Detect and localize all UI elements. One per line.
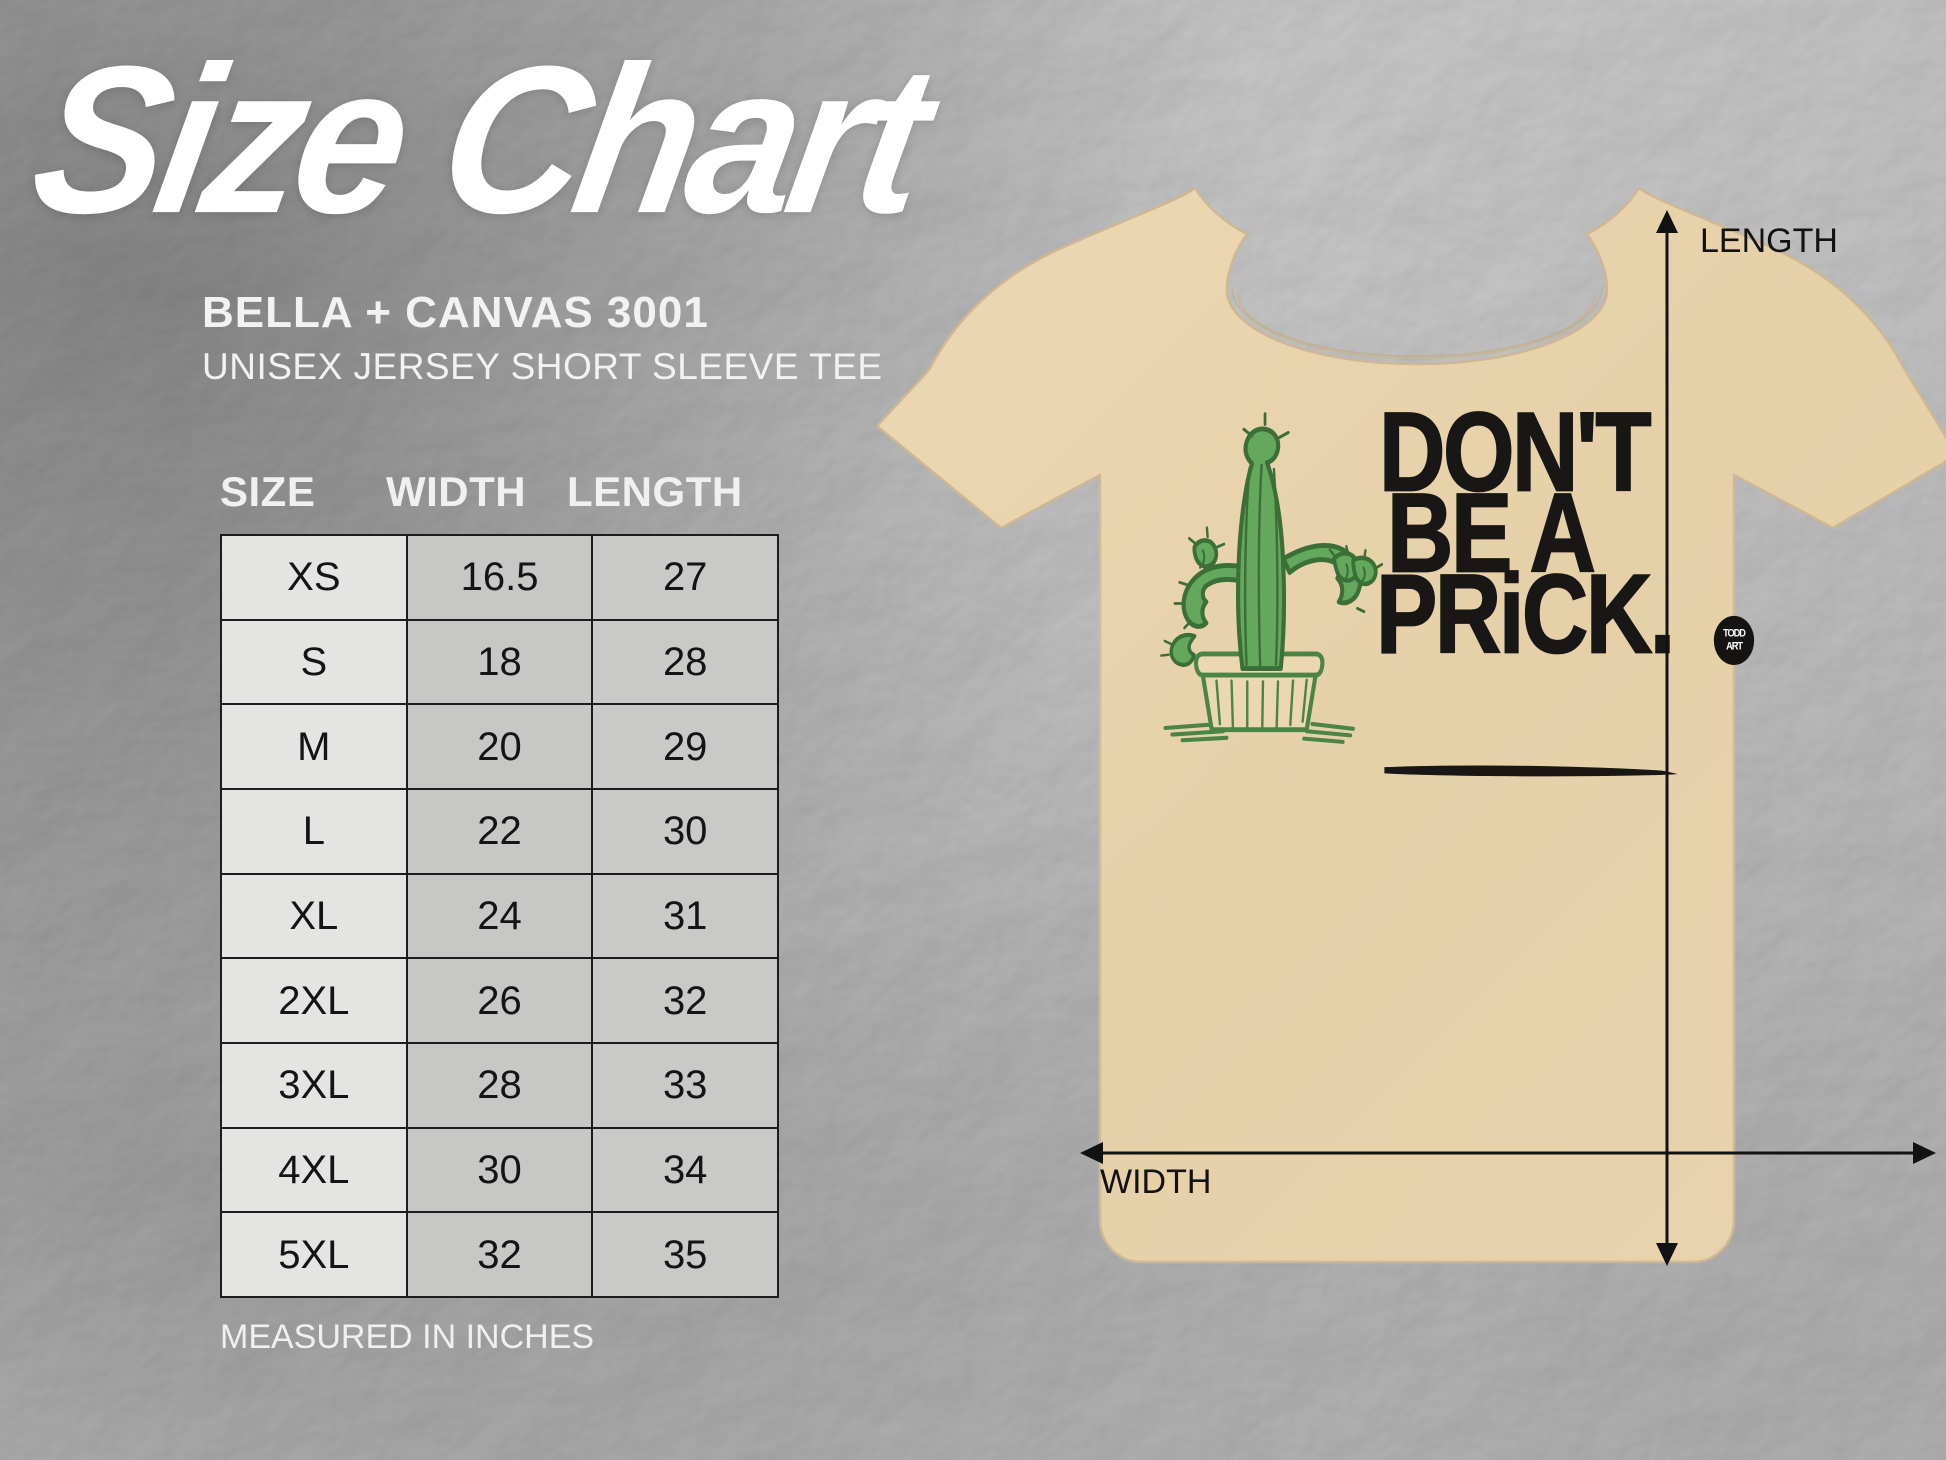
svg-text:ART: ART: [1726, 641, 1744, 653]
svg-text:TODD: TODD: [1723, 627, 1745, 639]
